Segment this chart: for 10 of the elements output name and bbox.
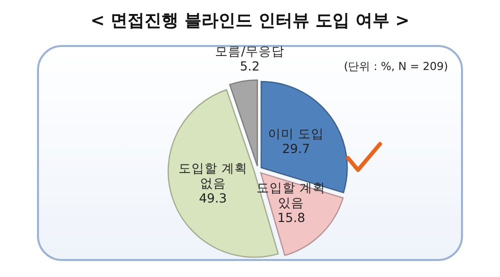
data-label: 49.3 <box>198 190 227 206</box>
data-label: 5.2 <box>240 58 260 74</box>
text: (단위 : %, N = 209) <box>344 60 448 73</box>
slice-label: 도입할 계획 있음 <box>256 180 326 210</box>
slice-label: 모름/무응답 <box>215 43 284 58</box>
slice-label: 도입할 계획 없음 <box>178 160 248 191</box>
data-label: 29.7 <box>282 140 310 156</box>
chart-title: < 면접진행 블라인드 인터뷰 도입 여부 > <box>90 11 410 31</box>
slice-label: 이미 도입 <box>268 126 324 141</box>
data-label: 15.8 <box>277 210 306 226</box>
